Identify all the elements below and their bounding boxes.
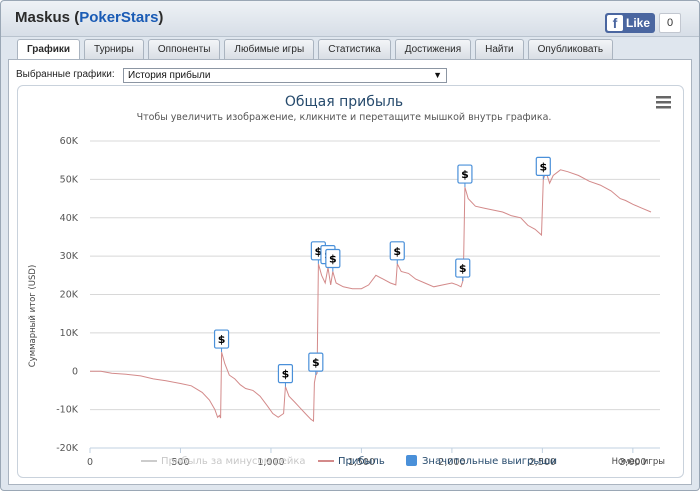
big-win-marker[interactable]: $ [455, 258, 471, 282]
x-tick-label: 500 [171, 457, 189, 468]
tab-bar: Графики Турниры Оппоненты Любимые игры Стати… [17, 39, 617, 60]
legend-item-0[interactable]: Прибыль за минусом рейка [141, 456, 306, 467]
big-win-label: $ [393, 245, 401, 258]
tab-0[interactable]: Графики [17, 39, 81, 60]
x-tick-label: 1,500 [348, 457, 375, 468]
tab-1[interactable]: Турниры [84, 39, 144, 59]
y-axis-label: Суммарный итог (USD) [28, 265, 38, 368]
tab-5[interactable]: Достижения [394, 39, 472, 59]
dropdown-arrow-icon[interactable]: ▼ [433, 70, 442, 80]
x-tick-label: 3,000 [619, 457, 646, 468]
y-tick-label: -20K [56, 443, 79, 454]
facebook-like-button[interactable]: f Like [605, 13, 655, 33]
y-tick-label: 10K [60, 328, 79, 339]
legend-label: Прибыль [338, 456, 385, 467]
legend-item-2[interactable]: Значительные выигрыши [406, 455, 557, 467]
tab-3[interactable]: Любимые игры [224, 39, 315, 59]
x-tick-label: 2,000 [438, 457, 465, 468]
chart-selector-value: История прибыли [128, 70, 211, 81]
site-link[interactable]: PokerStars [79, 9, 159, 26]
big-win-label: $ [539, 160, 547, 173]
big-win-label: $ [329, 252, 337, 265]
profit-series-line [90, 169, 652, 423]
chart-selector[interactable]: История прибыли ▼ [123, 68, 447, 83]
player-name: Maskus [15, 9, 71, 26]
chart-subtitle: Чтобы увеличить изображение, кликните и … [137, 112, 552, 123]
big-win-marker[interactable]: $ [389, 241, 405, 264]
y-tick-label: 0 [72, 366, 78, 377]
y-tick-label: 50K [60, 174, 79, 185]
chart-container[interactable]: Общая прибыль Чтобы увеличить изображени… [17, 85, 684, 478]
profit-chart[interactable]: Общая прибыль Чтобы увеличить изображени… [18, 86, 683, 477]
chart-selector-label: Выбранные графики: [16, 69, 115, 80]
legend-item-1[interactable]: Прибыль [318, 456, 385, 467]
big-win-marker[interactable]: $ [457, 164, 473, 188]
big-win-marker[interactable]: $ [325, 248, 341, 272]
tab-7[interactable]: Опубликовать [527, 39, 614, 59]
tab-4[interactable]: Статистика [318, 39, 391, 59]
like-label: Like [626, 16, 651, 30]
big-win-label: $ [282, 368, 290, 381]
legend-label: Прибыль за минусом рейка [161, 456, 306, 467]
y-tick-label: -10K [56, 405, 79, 416]
tab-6[interactable]: Найти [475, 39, 524, 59]
big-win-label: $ [315, 245, 323, 258]
big-win-label: $ [459, 262, 467, 275]
x-tick-label: 0 [87, 457, 93, 468]
charts-panel: Выбранные графики: История прибыли ▼ Общ… [8, 59, 692, 485]
y-tick-label: 20K [60, 290, 79, 301]
big-win-marker[interactable]: $ [277, 364, 294, 387]
big-win-label: $ [312, 356, 320, 369]
y-tick-label: 40K [60, 213, 79, 224]
big-win-marker[interactable]: $ [308, 352, 324, 376]
window-title: Maskus (PokerStars) [15, 9, 164, 26]
big-win-label: $ [218, 333, 226, 346]
legend-swatch [406, 455, 417, 466]
big-win-marker[interactable]: $ [213, 329, 230, 353]
y-tick-label: 60K [60, 136, 79, 147]
menu-icon[interactable] [656, 96, 671, 109]
title-bar: Maskus (PokerStars) f Like 0 [1, 1, 699, 37]
x-tick-label: 1,000 [257, 457, 284, 468]
y-tick-label: 30K [60, 251, 79, 262]
x-axis-label: Номер игры [612, 457, 665, 467]
big-win-marker[interactable]: $ [535, 156, 551, 180]
legend-label: Значительные выигрыши [422, 456, 557, 467]
big-win-label: $ [461, 168, 469, 181]
tab-2[interactable]: Оппоненты [147, 39, 221, 59]
facebook-icon: f [607, 15, 623, 31]
chart-title: Общая прибыль [285, 94, 403, 110]
like-count: 0 [659, 13, 681, 33]
x-tick-label: 2,500 [529, 457, 556, 468]
